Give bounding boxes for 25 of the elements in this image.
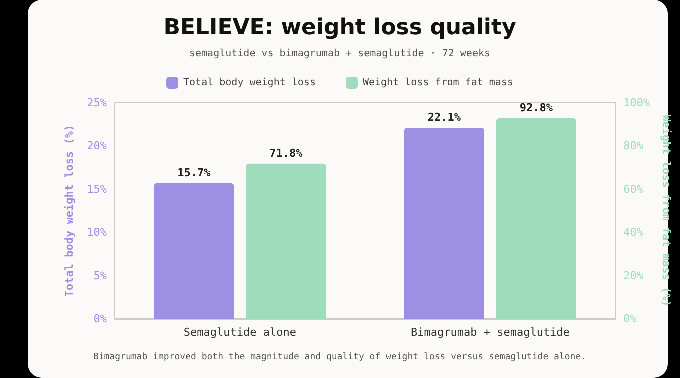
data-label: 15.7% — [178, 166, 212, 180]
data-label: 71.8% — [270, 146, 304, 160]
chart-title: BELIEVE: weight loss quality — [164, 16, 516, 40]
y-axis-title: Total body weight loss (%) — [63, 124, 76, 298]
y2-tick-label: 0% — [624, 312, 638, 326]
legend-label: Weight loss from fat mass — [362, 78, 514, 88]
y-tick-label: 25% — [87, 96, 108, 110]
y2-tick-label: 40% — [624, 226, 644, 240]
chart-subtitle: semaglutide vs bimagrumab + semaglutide · 72 weeks — [189, 48, 491, 60]
y2-tick-label: 20% — [624, 269, 644, 282]
y-tick-label: 20% — [87, 140, 108, 153]
legend-label: Total body weight loss — [184, 78, 316, 88]
x-tick-label: Bimagrumab + semaglutide — [410, 326, 570, 339]
y-tick-label: 0% — [94, 312, 108, 326]
data-label: 22.1% — [428, 111, 462, 124]
text: Bimagrumab improved both the magnitude and quality of weight loss versus semaglutide alone. — [93, 352, 587, 362]
data-label: 92.8% — [520, 102, 554, 115]
y-tick-label: 10% — [87, 226, 108, 240]
y2-tick-label: 100% — [624, 96, 650, 110]
y2-tick-label: 60% — [624, 182, 644, 196]
y-tick-label: 15% — [87, 182, 108, 196]
x-tick-label: Semaglutide alone — [184, 326, 296, 339]
y-tick-label: 5% — [94, 269, 108, 282]
y2-axis-title: Weight loss from fat mass (%) — [660, 114, 673, 308]
y2-tick-label: 80% — [624, 140, 644, 153]
